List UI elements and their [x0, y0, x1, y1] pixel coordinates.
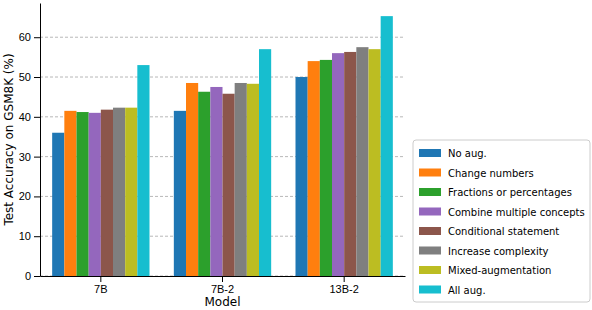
bar [332, 53, 344, 276]
legend: No aug. Change numbers Fractions or percen… [413, 140, 590, 302]
y-tick-label: 50 [19, 71, 31, 83]
y-tick: 40 [19, 111, 40, 123]
legend-label: Change numbers [448, 168, 534, 179]
y-tick-label: 30 [19, 151, 31, 163]
bar [77, 112, 89, 276]
y-tick-mark [34, 196, 40, 197]
x-tick-label: 7B-2 [211, 283, 234, 295]
bar [235, 83, 247, 276]
legend-swatch [419, 188, 441, 196]
bar [210, 87, 222, 276]
y-tick-mark [34, 236, 40, 237]
y-tick-mark [34, 37, 40, 38]
x-tick: 13B-2 [329, 276, 358, 295]
y-tick-label: 20 [19, 190, 31, 202]
x-tick-mark [222, 276, 223, 282]
legend-label: Combine multiple concepts [448, 207, 585, 218]
x-tick-mark [100, 276, 101, 282]
y-tick: 50 [19, 71, 40, 83]
x-tick: 7B-2 [211, 276, 234, 295]
y-tick-mark [34, 77, 40, 78]
legend-swatch [419, 247, 441, 255]
y-tick-label: 40 [19, 111, 31, 123]
bar [356, 47, 368, 276]
bar [198, 92, 210, 276]
y-tick-mark [34, 157, 40, 158]
legend-swatch [419, 227, 441, 235]
y-tick-label: 60 [19, 31, 31, 43]
legend-swatch [419, 286, 441, 294]
legend-swatch [419, 149, 441, 157]
chart: 0 10 20 30 40 50 60 7B 7B-2 13B-2 Model Test Accura… [0, 0, 592, 310]
bar [223, 94, 235, 276]
grid [40, 37, 405, 276]
bar [308, 61, 320, 276]
y-tick-mark [34, 117, 40, 118]
y-tick-mark [34, 276, 40, 277]
bar [64, 111, 76, 276]
bar [247, 84, 259, 276]
bar [186, 83, 198, 276]
legend-swatch [419, 208, 441, 216]
bar [113, 108, 125, 276]
bar [259, 49, 271, 276]
bar [101, 110, 113, 276]
bars [52, 16, 393, 276]
legend-label: Conditional statement [448, 226, 559, 237]
x-tick-label: 13B-2 [329, 283, 358, 295]
bar [320, 60, 332, 276]
y-axis: 0 10 20 30 40 50 60 [19, 4, 41, 283]
legend-label: No aug. [448, 148, 487, 159]
legend-label: Mixed-augmentation [448, 265, 551, 276]
legend-label: All aug. [448, 285, 486, 296]
bar [296, 77, 308, 276]
legend-label: Increase complexity [448, 246, 549, 257]
y-axis-line [40, 4, 41, 277]
legend-swatch [419, 266, 441, 274]
x-axis: 7B 7B-2 13B-2 [41, 276, 406, 295]
y-tick: 30 [19, 151, 40, 163]
bar [137, 65, 149, 276]
bar [174, 111, 186, 276]
y-tick-label: 10 [19, 230, 31, 242]
x-tick: 7B [94, 276, 107, 295]
bar [344, 52, 356, 276]
x-axis-title: Model [204, 295, 240, 309]
y-tick: 0 [25, 270, 40, 282]
bar [369, 49, 381, 276]
y-tick: 60 [19, 31, 40, 43]
legend-label: Fractions or percentages [448, 187, 572, 198]
y-tick: 20 [19, 190, 40, 202]
legend-box [413, 140, 590, 302]
legend-swatch [419, 169, 441, 177]
y-axis-title: Test Accuracy on GSM8K (%) [2, 53, 16, 226]
bar [89, 113, 101, 276]
y-tick: 10 [19, 230, 40, 242]
x-tick-label: 7B [94, 283, 107, 295]
bar [52, 133, 64, 276]
y-tick-label: 0 [25, 270, 31, 282]
bar [125, 108, 137, 276]
grid-line [40, 37, 405, 38]
x-tick-mark [344, 276, 345, 282]
bar [381, 16, 393, 276]
